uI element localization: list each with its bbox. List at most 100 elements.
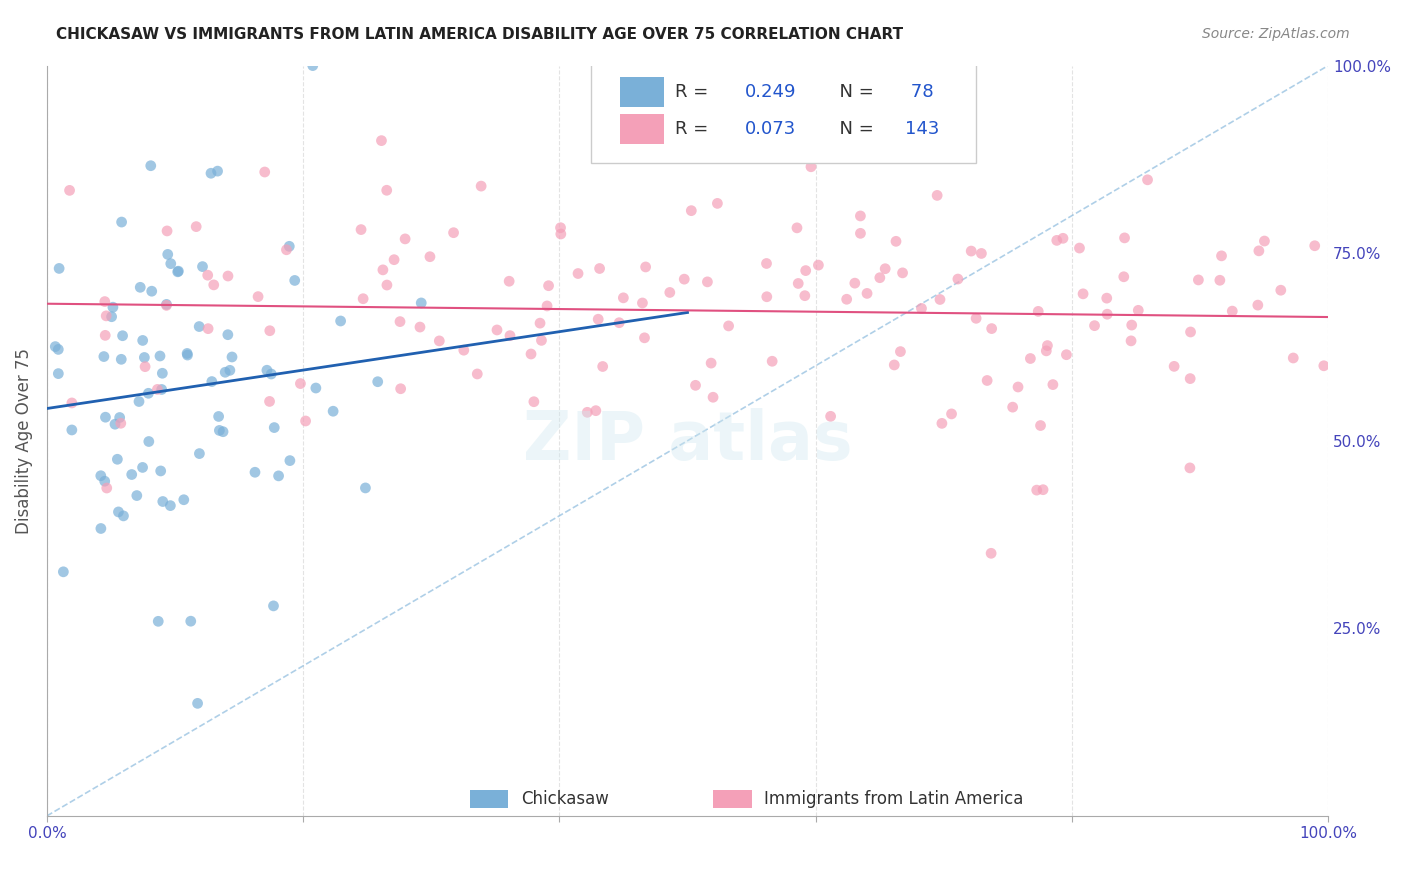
Point: [187, 697, 209, 711]
Point: [375, 183, 398, 197]
Point: [807, 258, 830, 272]
Point: [946, 272, 969, 286]
Point: [1069, 241, 1091, 255]
Point: [685, 378, 707, 392]
Point: [212, 425, 235, 439]
Point: [48, 261, 70, 276]
Point: [394, 232, 416, 246]
Point: [176, 348, 198, 362]
Point: [1209, 273, 1232, 287]
FancyBboxPatch shape: [470, 789, 508, 808]
Point: [131, 334, 153, 348]
Point: [673, 272, 696, 286]
Point: [207, 164, 229, 178]
Point: [965, 311, 987, 326]
Point: [134, 351, 156, 365]
Point: [152, 494, 174, 508]
Point: [46, 343, 69, 357]
Point: [1114, 231, 1136, 245]
Point: [94, 294, 117, 309]
Point: [221, 350, 243, 364]
Point: [104, 417, 127, 432]
Point: [138, 434, 160, 449]
Point: [197, 268, 219, 283]
Point: [536, 299, 558, 313]
Point: [112, 508, 135, 523]
Point: [208, 424, 231, 438]
Point: [201, 375, 224, 389]
Point: [1036, 338, 1059, 352]
Point: [980, 546, 1002, 560]
Point: [52, 565, 75, 579]
Point: [146, 383, 169, 397]
Point: [706, 196, 728, 211]
Point: [787, 277, 810, 291]
Point: [111, 328, 134, 343]
Point: [889, 344, 911, 359]
Point: [1253, 234, 1275, 248]
Text: 0.249: 0.249: [745, 83, 797, 101]
Point: [284, 273, 307, 287]
Point: [1001, 400, 1024, 414]
Point: [259, 324, 281, 338]
Point: [166, 265, 188, 279]
Point: [793, 288, 815, 302]
Point: [256, 363, 278, 377]
Point: [585, 403, 607, 417]
Point: [149, 349, 172, 363]
Point: [1178, 461, 1201, 475]
Point: [1019, 351, 1042, 366]
Point: [148, 615, 170, 629]
Point: [658, 285, 681, 300]
Point: [93, 474, 115, 488]
Point: [1035, 343, 1057, 358]
Point: [530, 334, 553, 348]
Point: [470, 179, 492, 194]
Point: [176, 346, 198, 360]
Point: [1112, 269, 1135, 284]
Text: R =: R =: [675, 120, 714, 138]
Point: [550, 220, 572, 235]
Point: [411, 296, 433, 310]
Point: [128, 394, 150, 409]
Point: [1042, 377, 1064, 392]
Point: [200, 166, 222, 180]
Point: [550, 227, 572, 241]
Point: [217, 327, 239, 342]
Point: [1007, 380, 1029, 394]
Point: [588, 261, 610, 276]
Point: [180, 614, 202, 628]
Point: [1046, 233, 1069, 247]
Point: [1071, 286, 1094, 301]
Point: [58, 183, 80, 197]
Point: [1095, 307, 1118, 321]
Point: [322, 404, 344, 418]
Point: [90, 521, 112, 535]
Point: [350, 222, 373, 236]
Point: [188, 447, 211, 461]
Point: [835, 292, 858, 306]
Point: [139, 159, 162, 173]
Point: [352, 292, 374, 306]
Point: [197, 321, 219, 335]
Point: [150, 366, 173, 380]
Point: [1083, 318, 1105, 333]
Point: [382, 252, 405, 267]
Point: [125, 489, 148, 503]
Point: [173, 492, 195, 507]
Point: [960, 244, 983, 258]
Point: [207, 409, 229, 424]
Point: [96, 481, 118, 495]
Point: [150, 383, 173, 397]
Point: [105, 452, 128, 467]
Point: [155, 298, 177, 312]
Point: [159, 257, 181, 271]
Point: [129, 280, 152, 294]
Text: Source: ZipAtlas.com: Source: ZipAtlas.com: [1202, 27, 1350, 41]
Text: 78: 78: [905, 83, 934, 101]
Point: [884, 235, 907, 249]
Point: [883, 358, 905, 372]
FancyBboxPatch shape: [620, 77, 665, 107]
Point: [1270, 283, 1292, 297]
Point: [167, 264, 190, 278]
